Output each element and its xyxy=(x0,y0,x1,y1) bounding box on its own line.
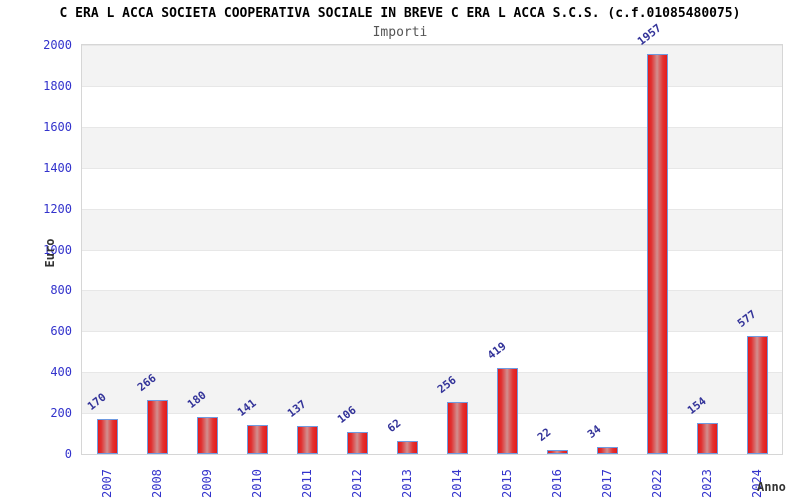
grid-band xyxy=(82,372,782,414)
bar-2015[interactable] xyxy=(496,368,518,454)
bar-2011[interactable] xyxy=(296,425,318,454)
bar-2014[interactable] xyxy=(446,401,468,454)
y-tick-0: 0 xyxy=(64,447,72,461)
y-tick-200: 200 xyxy=(50,406,72,421)
grid-band xyxy=(82,413,782,454)
y-tick-600: 600 xyxy=(50,324,72,339)
grid-band xyxy=(82,331,782,373)
x-axis-title: Anno xyxy=(757,480,786,494)
grid-band xyxy=(82,249,782,291)
y-tick-1800: 1800 xyxy=(43,78,72,93)
y-tick-1200: 1200 xyxy=(43,201,72,216)
x-tick-2022: 2022 xyxy=(650,469,664,498)
bar-2013[interactable] xyxy=(396,441,418,454)
x-tick-2013: 2013 xyxy=(400,469,414,498)
bar-2009[interactable] xyxy=(196,417,218,454)
y-tick-1400: 1400 xyxy=(43,160,72,175)
y-tick-2000: 2000 xyxy=(43,38,72,52)
y-tick-1000: 1000 xyxy=(43,242,72,257)
plot-area: 170 266 180 141 137 106 62 256 419 22 34 1957 154 577 xyxy=(81,21,783,455)
y-tick-800: 800 xyxy=(50,283,72,298)
bar-2017[interactable] xyxy=(596,447,618,454)
grid-band xyxy=(82,126,782,168)
bar-2016[interactable] xyxy=(546,449,568,454)
x-tick-2014: 2014 xyxy=(450,469,464,498)
chart-title: C ERA L ACCA SOCIETA COOPERATIVA SOCIALE… xyxy=(59,6,741,21)
x-tick-2017: 2017 xyxy=(600,469,614,498)
x-tick-2023: 2023 xyxy=(700,469,714,498)
x-tick-2008: 2008 xyxy=(150,469,164,498)
grid-band xyxy=(82,208,782,250)
grid-band xyxy=(82,167,782,209)
bar-2012[interactable] xyxy=(346,432,368,454)
x-tick-2007: 2007 xyxy=(100,469,114,498)
y-axis-title: Euro xyxy=(43,238,57,268)
x-tick-2011: 2011 xyxy=(300,469,314,498)
x-tick-2010: 2010 xyxy=(250,469,264,498)
chart-subtitle: Importi xyxy=(372,25,428,40)
bar-2023[interactable] xyxy=(696,422,718,454)
grid-band xyxy=(82,85,782,127)
x-tick-2009: 2009 xyxy=(200,469,214,498)
x-tick-2015: 2015 xyxy=(500,469,514,498)
grid-band xyxy=(82,45,782,86)
grid-band xyxy=(82,290,782,332)
y-tick-400: 400 xyxy=(50,365,72,380)
y-tick-1600: 1600 xyxy=(43,119,72,134)
x-tick-2016: 2016 xyxy=(550,469,564,498)
bar-2022[interactable] xyxy=(646,53,668,454)
x-tick-2012: 2012 xyxy=(350,469,364,498)
bar-2010[interactable] xyxy=(246,425,268,454)
bar-2024[interactable] xyxy=(746,336,768,454)
bar-2007[interactable] xyxy=(96,419,118,454)
bar-2008[interactable] xyxy=(146,399,168,454)
